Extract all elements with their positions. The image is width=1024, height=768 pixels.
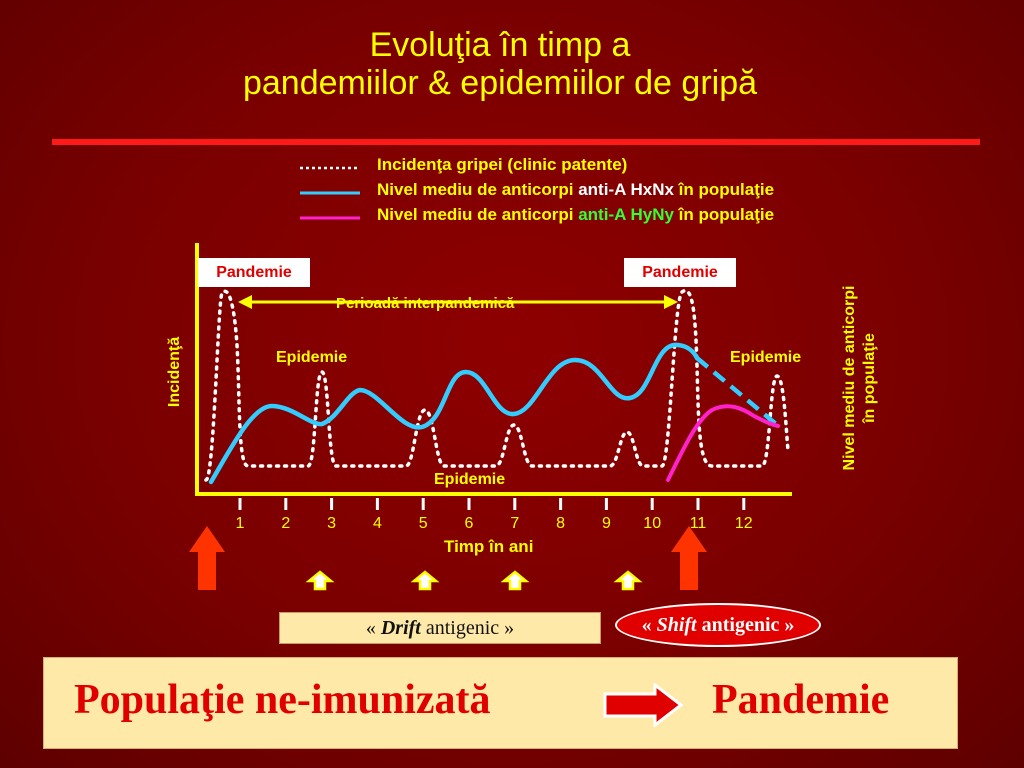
conclusion-right: Pandemie — [712, 677, 890, 723]
blue-line-swatch — [300, 191, 360, 195]
x-tick-label: 3 — [327, 515, 336, 532]
shift-antigenic-oval: « Shift antigenic » — [615, 603, 821, 647]
legend-hxnx-suffix: în populaţie — [673, 180, 775, 199]
legend-label-hyny: Nivel mediu de anticorpi anti-A HyNy în … — [377, 205, 774, 225]
conclusion-box: Populaţie ne-imunizată Pandemie — [43, 657, 958, 749]
dotted-line-swatch — [300, 166, 360, 170]
legend-label-incidence: Incidenţa gripei (clinic patente) — [377, 155, 628, 174]
drift-arrows — [305, 570, 643, 591]
legend-label-hxnx: Nivel mediu de anticorpi anti-A HxNx în … — [377, 180, 774, 200]
title-line-1: Evoluţia în timp a — [369, 26, 631, 64]
x-tick-label: 2 — [281, 515, 290, 532]
up-arrow-icon — [305, 570, 335, 591]
x-tick-label: 1 — [236, 515, 245, 532]
y-axis-label-left: Incidenţă — [166, 336, 183, 408]
drift-rest: antigenic » — [420, 617, 515, 639]
x-tick-label: 11 — [690, 515, 707, 532]
up-arrow-icon — [410, 570, 440, 591]
up-arrow-icon — [500, 570, 530, 591]
shift-rest: antigenic » — [696, 614, 795, 636]
x-tick-label: 7 — [510, 515, 519, 532]
arrowhead-right-icon — [664, 295, 678, 309]
title-line-2: pandemiilor & epidemiilor de gripă — [242, 64, 758, 102]
x-axis-label: Timp în ani — [444, 537, 534, 556]
pandemic-arrows — [189, 526, 707, 590]
legend-hyny-prefix: Nivel mediu de anticorpi — [377, 205, 579, 224]
y-axis-label-right: Nivel mediu de anticorpi în populaţie — [840, 286, 880, 471]
y-axis-label-right-line-2: în populaţie — [861, 333, 878, 423]
drift-emph: Drift — [380, 617, 421, 639]
x-ticks — [238, 498, 746, 510]
hyny-antibody-line — [666, 404, 780, 482]
pandemic-label-1: Pandemie — [198, 258, 310, 287]
x-tick-label: 10 — [643, 515, 661, 532]
title-divider — [52, 139, 980, 145]
up-arrow-icon — [613, 570, 643, 591]
right-arrow-icon — [603, 683, 683, 727]
x-tick-label: 5 — [419, 515, 428, 532]
interpandemic-arrow — [238, 295, 678, 309]
epidemic-label-3: Epidemie — [434, 471, 506, 488]
red-up-arrow-icon — [671, 526, 707, 590]
hxnx-antibody-line — [208, 342, 700, 485]
x-tick-label: 6 — [465, 515, 474, 532]
page-title: Evoluţia în timp a pandemiilor & epidemi… — [0, 26, 1000, 102]
legend-hxnx-highlight: anti-A HxNx — [578, 180, 674, 199]
epidemic-label-2: Epidemie — [730, 349, 802, 366]
pandemic-label-2: Pandemie — [624, 258, 736, 287]
incidence-dotted-line — [204, 289, 790, 482]
x-tick-label: 8 — [556, 515, 565, 532]
shift-open: « — [641, 614, 657, 636]
arrowhead-left-icon — [238, 295, 252, 309]
x-tick-label: 9 — [602, 515, 611, 532]
epidemic-label-1: Epidemie — [276, 349, 348, 366]
x-tick-label: 12 — [735, 515, 753, 532]
chart-axes — [195, 243, 792, 496]
legend-hyny-suffix: în populaţie — [673, 205, 775, 224]
x-tick-label: 4 — [373, 515, 382, 532]
conclusion-left: Populaţie ne-imunizată — [74, 677, 491, 723]
interpandemic-label: Perioadă interpandemică — [336, 295, 515, 312]
x-tick-labels: 1 2 3 4 5 6 7 8 9 10 11 12 — [236, 515, 753, 532]
drift-open: « — [365, 617, 381, 639]
legend-hyny-highlight2: HyNy — [630, 205, 674, 224]
legend-hyny-highlight: anti-A — [578, 205, 631, 224]
drift-antigenic-box: « Drift antigenic » — [279, 612, 601, 644]
legend-hxnx-prefix: Nivel mediu de anticorpi — [377, 180, 579, 199]
hxnx-antibody-decline-dashed — [695, 356, 778, 426]
magenta-line-swatch — [300, 216, 360, 220]
shift-emph: Shift — [656, 614, 697, 636]
y-axis-label-right-line-1: Nivel mediu de anticorpi — [841, 285, 858, 471]
red-up-arrow-icon — [189, 526, 225, 590]
